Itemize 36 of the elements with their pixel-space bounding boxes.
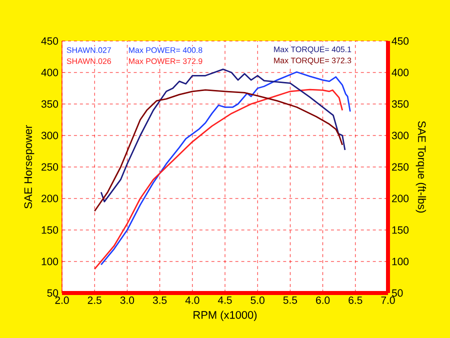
x-tick-label: 5.0	[250, 296, 264, 304]
y2-tick-label: 50	[392, 289, 403, 297]
y-tick-label: 400	[41, 68, 58, 76]
y-axis-title: SAE Horsepower	[24, 125, 34, 209]
x-tick-label: 6.5	[348, 296, 362, 304]
x-tick-label: 2.0	[55, 296, 69, 304]
y2-tick-label: 300	[392, 132, 409, 140]
y2-tick-label: 150	[392, 226, 409, 234]
y2-tick-label: 250	[392, 163, 409, 171]
y-tick-label: 100	[42, 258, 58, 266]
x-tick-label: 7.0	[381, 296, 395, 304]
x-tick-label: 5.5	[283, 296, 298, 304]
x-tick-label: 4.5	[218, 296, 232, 304]
y2-tick-label: 350	[392, 100, 409, 108]
y2-tick-label: 200	[392, 194, 409, 202]
y2-tick-label: 450	[392, 37, 409, 45]
y-tick-label: 250	[42, 163, 58, 171]
y-tick-label: 50	[47, 289, 58, 297]
y-tick-label: 300	[41, 132, 58, 140]
line-series	[94, 88, 344, 270]
line-series	[94, 89, 344, 212]
y-tick-label: 200	[42, 194, 58, 202]
y-tick-label: 450	[41, 37, 58, 45]
y2-axis-title: SAE Torque (ft-lbs)	[416, 121, 426, 213]
y-tick-label: 350	[41, 100, 58, 108]
line-series	[100, 68, 346, 202]
x-tick-label: 3.0	[120, 296, 134, 304]
x-axis-title: RPM (x1000)	[194, 310, 257, 321]
x-tick-label: 3.5	[152, 296, 167, 304]
x-tick-label: 2.5	[88, 296, 102, 304]
y2-tick-label: 100	[392, 258, 409, 266]
y2-tick-label: 400	[392, 68, 409, 76]
x-tick-label: 6.0	[316, 296, 330, 304]
y-tick-label: 150	[42, 226, 58, 234]
line-series	[100, 71, 351, 266]
x-tick-label: 4.0	[185, 296, 200, 304]
